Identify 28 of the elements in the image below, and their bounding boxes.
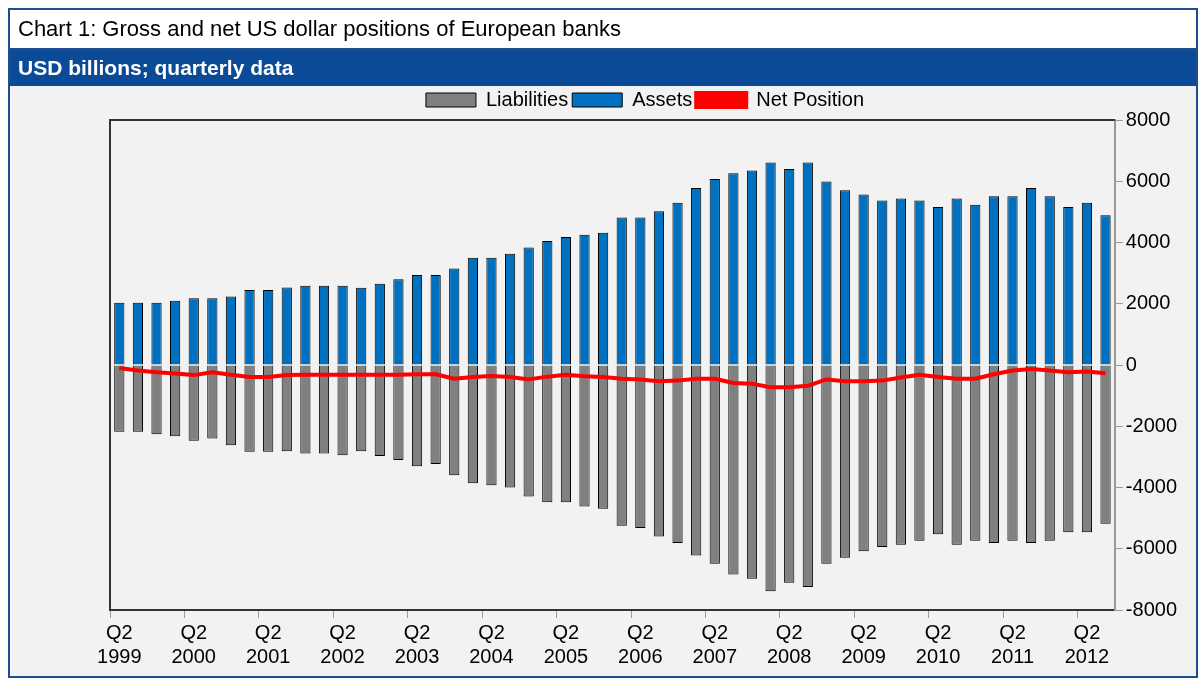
- x-tick-label: Q2 2011: [990, 620, 1035, 667]
- x-tick-label: Q2 2006: [618, 620, 663, 667]
- x-tick-label: Q2 2000: [171, 620, 216, 667]
- y-tick-label: 0: [1125, 352, 1137, 375]
- x-tick-label: Q2 2009: [841, 620, 886, 667]
- x-tick-label: Q2 2004: [469, 620, 514, 667]
- x-tick-label: Q2 2008: [766, 620, 812, 667]
- x-tick-label: Q2 2005: [543, 620, 589, 667]
- y-tick-label: 8000: [1125, 107, 1171, 130]
- y-tick-label: 2000: [1125, 291, 1171, 314]
- y-tick-label: -4000: [1125, 475, 1177, 498]
- x-tick-label: Q2 2002: [320, 620, 365, 667]
- x-tick-label: Q2 2012: [1064, 620, 1110, 667]
- chart-title: Chart 1: Gross and net US dollar positions of European banks: [10, 10, 1196, 50]
- y-tick-label: 6000: [1125, 168, 1171, 191]
- x-tick-label: Q2 1999: [97, 620, 142, 667]
- x-tick-label: Q2 2010: [915, 620, 961, 667]
- chart-subtitle: USD billions; quarterly data: [10, 50, 1196, 86]
- y-tick-label: -8000: [1125, 597, 1177, 620]
- legend-label: Assets: [632, 87, 693, 110]
- x-tick-label: Q2 2003: [394, 620, 440, 667]
- legend-label: Liabilities: [485, 87, 569, 110]
- x-tick-label: Q2 2001: [245, 620, 291, 667]
- y-tick-label: 4000: [1125, 230, 1171, 253]
- y-tick-label: -2000: [1125, 413, 1177, 436]
- x-tick-label: Q2 2007: [692, 620, 738, 667]
- legend-label: Net Position: [756, 87, 865, 110]
- y-tick-label: -6000: [1125, 536, 1177, 559]
